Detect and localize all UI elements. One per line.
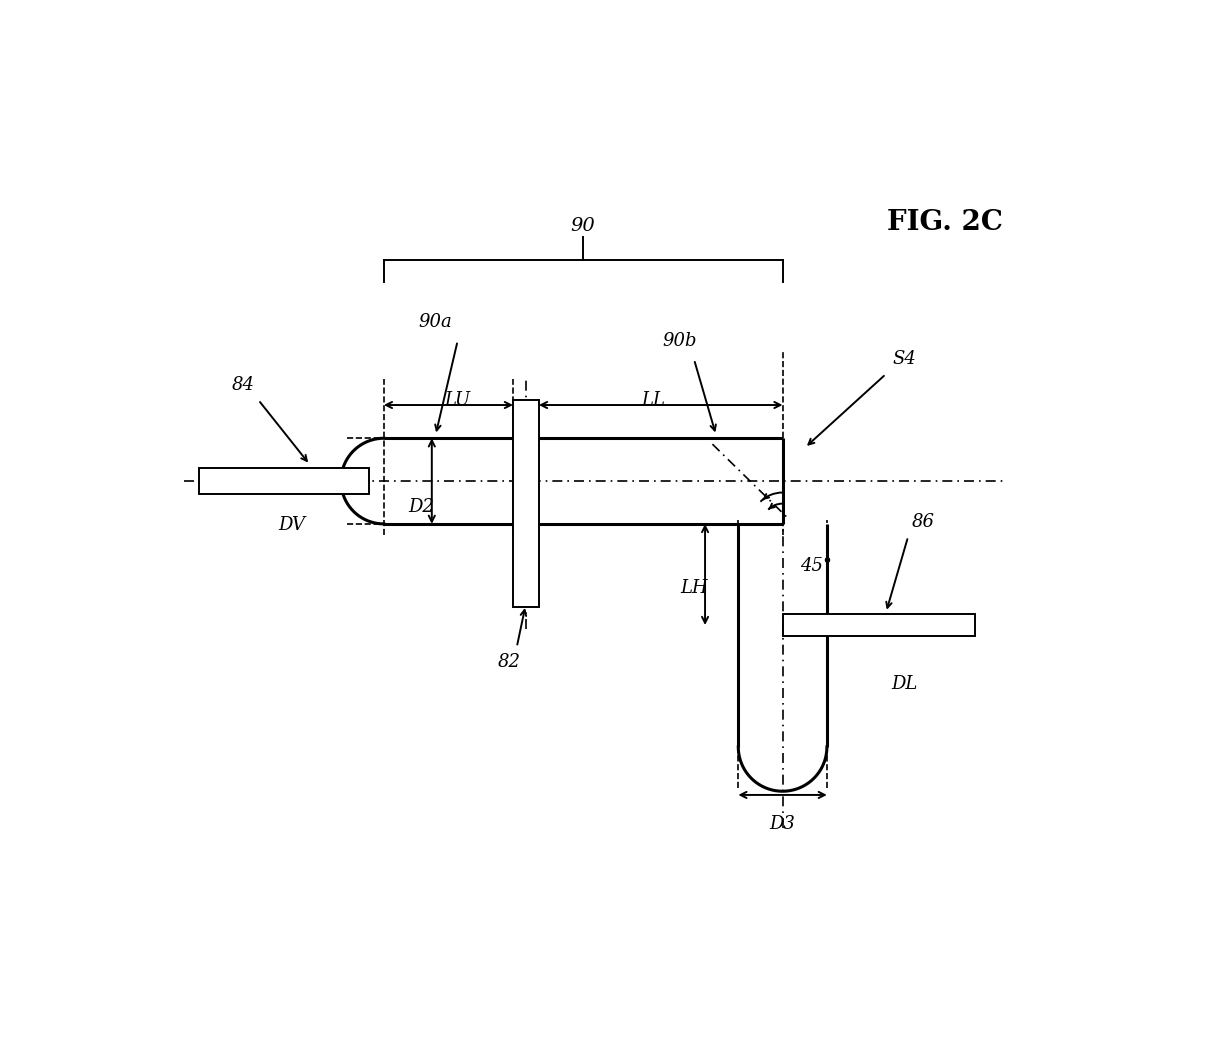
Bar <box>783 614 974 636</box>
Text: LH: LH <box>680 579 708 597</box>
Text: LU: LU <box>444 390 471 409</box>
Text: 82: 82 <box>497 653 520 671</box>
Text: 84: 84 <box>232 376 255 395</box>
Text: 86: 86 <box>911 513 934 531</box>
Text: LL: LL <box>641 390 666 409</box>
Text: 45°: 45° <box>800 557 831 575</box>
Text: DL: DL <box>892 675 917 693</box>
Text: FIG. 2C: FIG. 2C <box>887 209 1003 236</box>
Bar <box>513 400 538 607</box>
Text: 90b: 90b <box>662 331 697 350</box>
Text: 90: 90 <box>571 217 595 235</box>
Text: D3: D3 <box>770 816 795 833</box>
Text: 90a: 90a <box>419 313 453 331</box>
Text: D2: D2 <box>408 498 433 516</box>
Bar <box>200 467 369 495</box>
Text: S4: S4 <box>893 350 916 368</box>
Text: DV: DV <box>278 516 305 535</box>
